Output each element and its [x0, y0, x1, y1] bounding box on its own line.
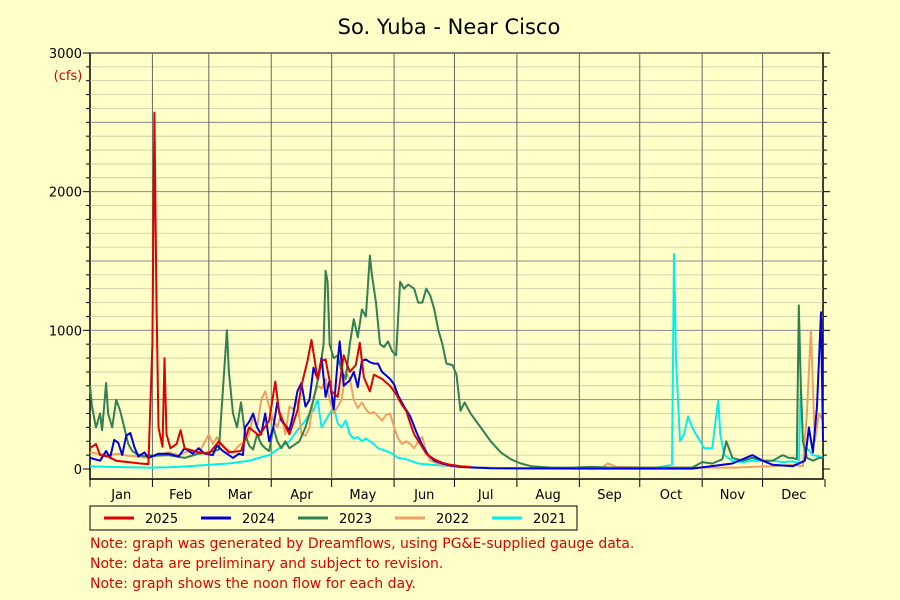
legend-items: 2025 2024 2023 2022 2021 — [104, 512, 566, 527]
grid — [90, 52, 823, 479]
note-line: Note: graph was generated by Dreamflows,… — [90, 536, 635, 552]
y-unit-label: (cfs) — [54, 69, 83, 84]
legend-label: 2024 — [242, 512, 275, 527]
x-tick-label: Dec — [781, 488, 806, 503]
notes: Note: graph was generated by Dreamflows,… — [90, 534, 634, 594]
series-line-2023 — [89, 254, 823, 469]
plot-frame — [89, 52, 824, 480]
y-tick-label: 1000 — [49, 324, 82, 339]
y-tick-label: 3000 — [49, 47, 82, 62]
x-tick-label: Sep — [597, 488, 622, 503]
x-tick-label: Jan — [110, 488, 131, 503]
x-tick-label: Nov — [720, 488, 746, 503]
legend-label: 2022 — [436, 512, 469, 527]
series-group — [89, 111, 824, 470]
y-axis: 0 1000 2000 3000 — [49, 47, 830, 478]
legend-label: 2025 — [145, 512, 178, 527]
legend-label: 2021 — [533, 512, 566, 527]
chart-title: So. Yuba - Near Cisco — [338, 15, 561, 39]
y-tick-label: 0 — [74, 463, 82, 478]
legend-label: 2023 — [339, 512, 372, 527]
x-tick-label: Apr — [290, 488, 313, 503]
x-tick-label: Mar — [228, 488, 253, 503]
x-tick-label: May — [349, 488, 376, 503]
x-axis: Jan Feb Mar Apr May Jun Jul Aug Sep Oct Nov Dec — [89, 479, 826, 503]
x-tick-label: Aug — [535, 488, 560, 503]
series-line-2025 — [89, 111, 471, 468]
y-tick-label: 2000 — [49, 186, 82, 201]
x-tick-label: Jun — [413, 488, 434, 503]
note-line: Note: graph shows the noon flow for each… — [90, 576, 416, 592]
x-tick-label: Oct — [660, 488, 682, 503]
x-tick-label: Feb — [169, 488, 192, 503]
series-line-2021 — [89, 253, 824, 470]
x-tick-label: Jul — [477, 488, 494, 503]
note-line: Note: data are preliminary and subject t… — [90, 556, 444, 572]
